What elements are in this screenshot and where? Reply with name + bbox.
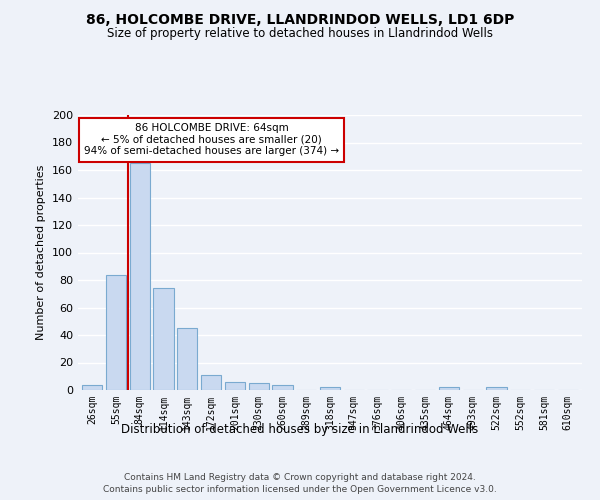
Bar (154, 288, 173, 390)
Bar (320, 387, 340, 390)
Bar (201, 375, 221, 390)
Text: 86, HOLCOMBE DRIVE, LLANDRINDOD WELLS, LD1 6DP: 86, HOLCOMBE DRIVE, LLANDRINDOD WELLS, L… (86, 12, 514, 26)
Y-axis label: Number of detached properties: Number of detached properties (37, 165, 46, 340)
Text: 86 HOLCOMBE DRIVE: 64sqm
← 5% of detached houses are smaller (20)
94% of semi-de: 86 HOLCOMBE DRIVE: 64sqm ← 5% of detache… (84, 123, 339, 156)
Bar (177, 328, 197, 390)
Text: Contains HM Land Registry data © Crown copyright and database right 2024.: Contains HM Land Registry data © Crown c… (124, 472, 476, 482)
Bar (248, 383, 269, 390)
Text: Distribution of detached houses by size in Llandrindod Wells: Distribution of detached houses by size … (121, 422, 479, 436)
Bar (487, 387, 506, 390)
Bar (439, 387, 459, 390)
Bar (130, 163, 150, 390)
Bar (106, 274, 126, 390)
Bar (272, 384, 293, 390)
Text: Size of property relative to detached houses in Llandrindod Wells: Size of property relative to detached ho… (107, 28, 493, 40)
Text: Contains public sector information licensed under the Open Government Licence v3: Contains public sector information licen… (103, 485, 497, 494)
Bar (82, 384, 103, 390)
Bar (225, 382, 245, 390)
